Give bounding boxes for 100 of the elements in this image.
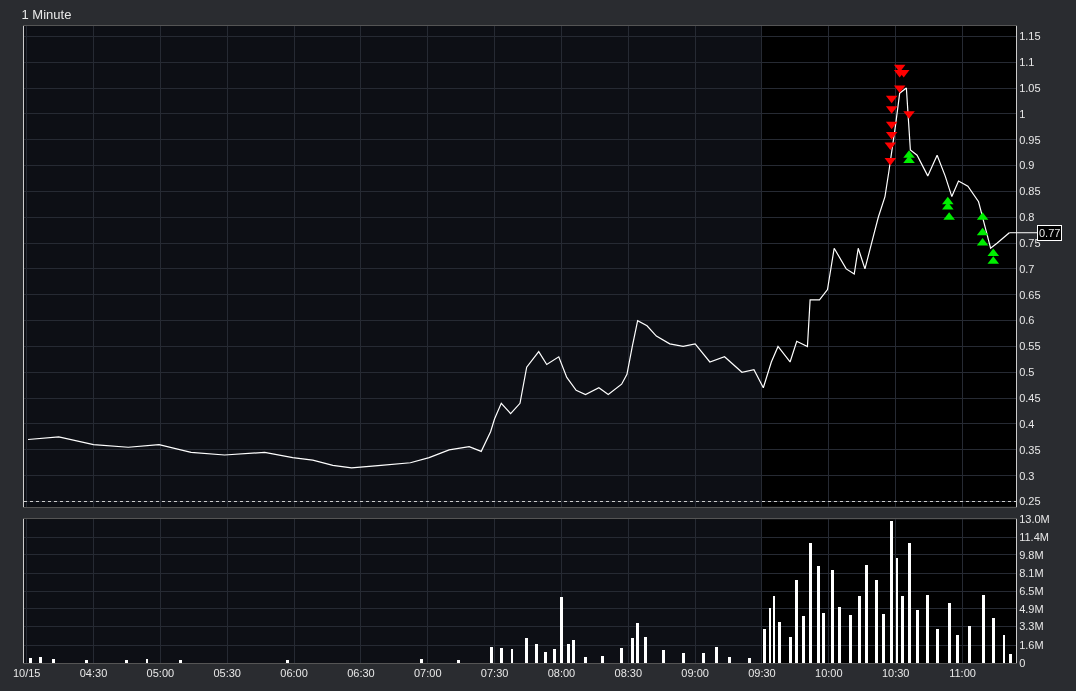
bar [636, 623, 639, 663]
bar [39, 657, 42, 663]
y-tick-label: 0.85 [1019, 185, 1041, 198]
bar [29, 658, 32, 663]
bar [179, 660, 182, 663]
bar [896, 558, 898, 663]
bar [865, 565, 868, 663]
bar [715, 647, 718, 663]
bar [584, 657, 587, 663]
y-tick-label: 1.05 [1019, 81, 1041, 94]
y-tick-label: 6.5M [1019, 585, 1044, 598]
bar [52, 659, 55, 663]
y-tick-label: 0.6 [1019, 314, 1035, 327]
y-tick-label: 0 [1019, 656, 1026, 669]
y-tick-label: 0.25 [1019, 495, 1041, 508]
y-tick-label: 1 [1019, 107, 1026, 120]
y-tick-label: 11.4M [1019, 530, 1049, 543]
bar [809, 543, 812, 663]
bar [500, 648, 503, 663]
x-tick-label: 09:00 [681, 667, 709, 680]
y-tick-label: 0.3 [1019, 469, 1035, 482]
bar [926, 595, 929, 663]
bar [916, 610, 919, 663]
bar [286, 660, 289, 663]
bar [838, 607, 841, 663]
y-tick-label: 1.15 [1019, 30, 1041, 43]
y-tick-label: 0.55 [1019, 340, 1041, 353]
bar [544, 652, 547, 663]
x-tick-label: 06:00 [280, 667, 308, 680]
annotation: 0.77 [1039, 227, 1061, 239]
bar [956, 635, 959, 663]
bar [567, 644, 570, 663]
bar [890, 521, 893, 663]
bar [831, 570, 834, 663]
chart-title: 1 Minute [21, 7, 72, 23]
bar [662, 650, 665, 663]
bar [1009, 654, 1012, 663]
y-tick-label: 0.35 [1019, 443, 1041, 456]
y-tick-label: 1.6M [1019, 639, 1044, 652]
bar [948, 603, 951, 663]
x-tick-label: 09:30 [748, 667, 776, 680]
x-tick-label: 10/15 [12, 667, 41, 680]
bar [553, 649, 556, 663]
bar [560, 597, 563, 663]
bar [773, 596, 775, 663]
bar [858, 596, 861, 663]
bar [420, 659, 423, 663]
y-tick-label: 0.45 [1019, 391, 1041, 404]
bar [490, 647, 493, 663]
bar [631, 638, 634, 663]
y-tick-label: 0.9 [1019, 159, 1035, 172]
bar [85, 660, 88, 663]
x-tick-label: 10:30 [881, 667, 910, 680]
bar [908, 543, 911, 663]
x-tick-label: 06:30 [347, 667, 375, 680]
bar [875, 580, 878, 663]
y-tick-label: 0.5 [1019, 366, 1035, 379]
bar [535, 644, 538, 663]
y-tick-label: 8.1M [1019, 567, 1044, 580]
x-tick-label: 07:30 [480, 667, 509, 680]
x-tick-label: 04:30 [79, 667, 108, 680]
y-tick-label: 3.3M [1019, 620, 1044, 633]
y-tick-label: 0.4 [1019, 417, 1035, 430]
bar [849, 615, 852, 663]
bar [763, 629, 766, 663]
bar [901, 596, 904, 663]
x-tick-label: 05:00 [146, 667, 175, 680]
bar [620, 648, 623, 663]
bar [682, 653, 685, 663]
bar [728, 657, 731, 663]
bar [795, 580, 798, 663]
bar [644, 637, 647, 663]
bar [982, 595, 985, 663]
y-tick-label: 4.9M [1019, 602, 1044, 615]
y-tick-label: 0.7 [1019, 262, 1035, 275]
bar [822, 613, 825, 663]
bar [146, 659, 148, 663]
bar [882, 614, 885, 663]
y-tick-label: 0.65 [1019, 288, 1041, 301]
x-tick-label: 05:30 [213, 667, 241, 680]
bar [817, 566, 820, 663]
y-tick-label: 1.1 [1019, 56, 1035, 69]
bar [769, 608, 771, 663]
bar [457, 660, 460, 663]
y-tick-label: 0.8 [1019, 211, 1035, 224]
bar [572, 640, 575, 663]
x-tick-label: 10:00 [815, 667, 843, 680]
x-tick-label: 08:30 [614, 667, 643, 680]
y-tick-label: 9.8M [1019, 548, 1044, 561]
bar [936, 629, 939, 663]
x-tick-label: 11:00 [949, 667, 976, 680]
bar [702, 653, 705, 663]
bar [1003, 635, 1005, 663]
bar [802, 616, 805, 663]
bar [511, 649, 513, 663]
y-tick-label: 13.0M [1019, 513, 1050, 526]
bar [992, 618, 995, 663]
bar [778, 622, 781, 663]
bar [125, 660, 128, 663]
bar [968, 626, 971, 663]
